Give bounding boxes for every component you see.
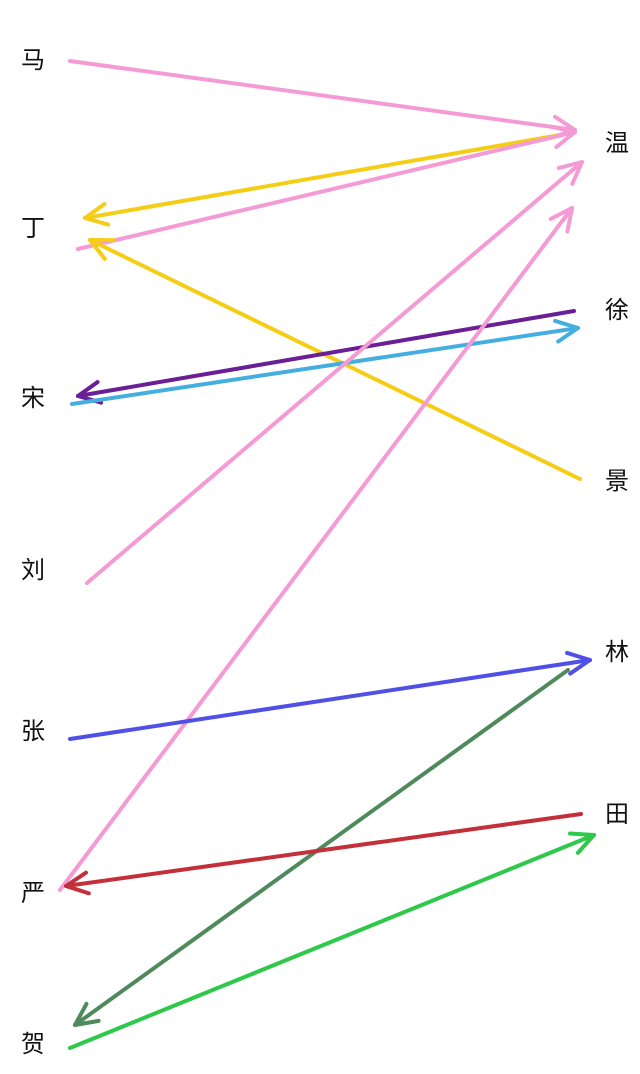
arrow-head — [88, 238, 116, 261]
left-name-ma: 马 — [21, 46, 45, 74]
arrow-line — [68, 59, 577, 132]
arrow-line — [88, 238, 582, 481]
arrow-line — [58, 206, 574, 892]
arrow-head — [553, 318, 580, 344]
arrow-11 — [64, 812, 583, 896]
arrow-head — [548, 206, 574, 234]
left-name-he: 贺 — [21, 1030, 45, 1058]
arrow-6 — [70, 318, 580, 406]
right-name-wen: 温 — [605, 129, 629, 157]
arrow-10 — [73, 668, 570, 1027]
arrow-head — [565, 650, 592, 676]
right-name-lin: 林 — [605, 638, 629, 666]
arrow-line — [76, 309, 576, 398]
left-name-yan: 严 — [21, 879, 45, 907]
arrow-line — [68, 658, 592, 741]
arrow-line — [83, 133, 562, 220]
left-name-song: 宋 — [21, 384, 45, 412]
arrow-3 — [76, 124, 577, 251]
arrow-line — [68, 833, 596, 1050]
arrow-head — [549, 124, 577, 150]
arrow-4 — [88, 238, 582, 481]
arrow-line — [76, 130, 577, 251]
arrow-head — [568, 831, 596, 855]
arrow-head — [64, 870, 91, 896]
right-name-jing: 景 — [605, 467, 629, 495]
arrow-1 — [68, 59, 577, 140]
arrow-head — [556, 160, 584, 186]
arrow-8 — [58, 206, 574, 892]
arrow-head — [83, 201, 111, 227]
left-name-liu: 刘 — [21, 556, 45, 584]
arrow-line — [70, 326, 580, 406]
left-name-ding: 丁 — [21, 214, 45, 242]
arrow-7 — [85, 160, 584, 585]
right-name-tian: 田 — [605, 800, 629, 828]
arrow-line — [73, 668, 570, 1027]
arrow-line — [64, 812, 583, 888]
right-name-xu: 徐 — [605, 296, 629, 324]
arrow-9 — [68, 650, 592, 741]
arrow-12 — [68, 831, 596, 1050]
left-name-zhang: 张 — [21, 717, 45, 745]
arrow-line — [85, 160, 584, 585]
arrow-2 — [83, 133, 562, 227]
arrow-head — [73, 1001, 101, 1027]
